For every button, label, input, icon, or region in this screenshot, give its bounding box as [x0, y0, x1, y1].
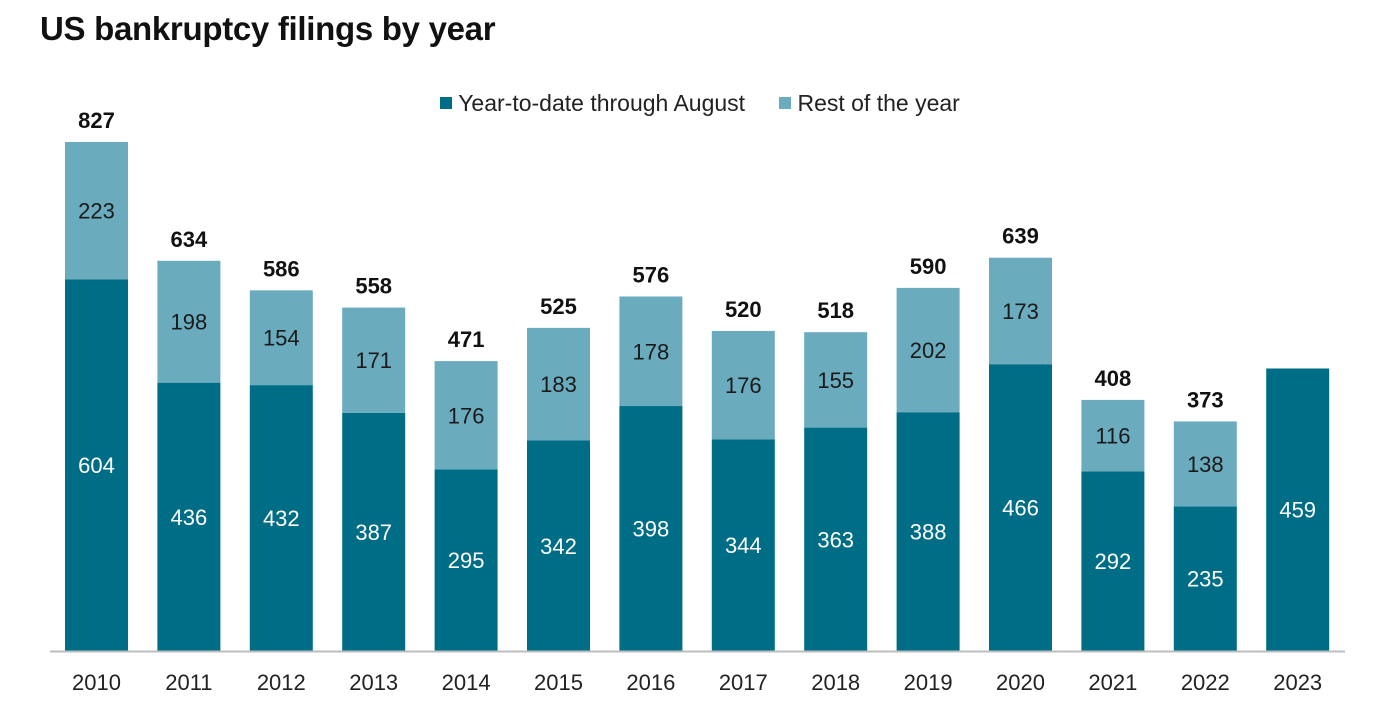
label-rest-2011: 198: [171, 310, 208, 335]
label-ytd-2012: 432: [263, 506, 300, 531]
total-label-2013: 558: [355, 274, 392, 299]
bar-ytd-2012: [249, 385, 313, 651]
bar-ytd-2013: [342, 412, 406, 651]
total-label-2010: 827: [78, 108, 115, 133]
bar-rest-2021: [1081, 399, 1145, 472]
legend-swatch-rest: [779, 97, 792, 109]
x-tick-label-2011: 2011: [165, 670, 212, 695]
label-ytd-2011: 436: [171, 505, 208, 530]
label-ytd-2018: 363: [817, 527, 854, 552]
bar-ytd-2014: [434, 469, 498, 651]
label-rest-2012: 154: [263, 326, 300, 351]
bar-rest-2014: [434, 361, 498, 470]
x-tick-label-2018: 2018: [811, 670, 860, 695]
total-label-2021: 408: [1095, 366, 1132, 391]
label-ytd-2023: 459: [1279, 498, 1316, 523]
chart-title: US bankruptcy filings by year: [40, 10, 496, 47]
total-label-2015: 525: [540, 294, 577, 319]
bar-ytd-2019: [896, 412, 960, 651]
x-tick-label-2023: 2023: [1273, 670, 1322, 695]
label-ytd-2016: 398: [633, 517, 670, 542]
bar-ytd-2018: [804, 427, 868, 651]
label-rest-2016: 178: [633, 339, 670, 364]
label-rest-2010: 223: [78, 199, 115, 224]
bar-rest-2018: [804, 332, 868, 428]
bar-rest-2019: [896, 287, 960, 413]
total-label-2016: 576: [633, 262, 670, 287]
label-rest-2017: 176: [725, 373, 762, 398]
label-rest-2022: 138: [1187, 452, 1224, 477]
label-rest-2019: 202: [910, 338, 947, 363]
total-label-2020: 639: [1002, 224, 1039, 249]
bar-rest-2011: [157, 260, 221, 383]
bar-ytd-2023: [1266, 368, 1330, 651]
legend-swatch-ytd: [440, 97, 453, 109]
legend-label-rest: Rest of the year: [797, 89, 960, 116]
total-label-2018: 518: [817, 298, 854, 323]
label-rest-2021: 116: [1095, 424, 1130, 449]
legend-item-rest: Rest of the year: [779, 89, 960, 117]
bar-ytd-2016: [619, 406, 683, 651]
x-tick-label-2013: 2013: [349, 670, 398, 695]
bar-ytd-2020: [989, 364, 1052, 651]
label-ytd-2021: 292: [1095, 549, 1132, 574]
x-tick-label-2020: 2020: [996, 670, 1045, 695]
label-ytd-2017: 344: [725, 533, 762, 558]
label-rest-2013: 171: [355, 348, 392, 373]
x-tick-label-2021: 2021: [1088, 670, 1137, 695]
bar-rest-2010: [65, 142, 128, 280]
label-ytd-2015: 342: [540, 534, 577, 559]
bar-rest-2016: [619, 296, 683, 407]
x-tick-label-2015: 2015: [534, 670, 583, 695]
legend: Year-to-date through August Rest of the …: [0, 88, 1400, 117]
total-label-2019: 590: [910, 254, 947, 279]
bar-rest-2015: [527, 327, 590, 441]
x-tick-label-2022: 2022: [1181, 670, 1230, 695]
label-rest-2015: 183: [540, 372, 577, 397]
label-rest-2014: 176: [448, 403, 485, 428]
label-ytd-2020: 466: [1002, 496, 1039, 521]
total-label-2012: 586: [263, 256, 300, 281]
bar-rest-2020: [989, 257, 1052, 365]
label-ytd-2014: 295: [448, 548, 485, 573]
x-tick-label-2019: 2019: [904, 670, 953, 695]
label-rest-2018: 155: [817, 368, 854, 393]
x-tick-label-2016: 2016: [626, 670, 675, 695]
total-label-2011: 634: [171, 227, 208, 252]
bar-rest-2022: [1173, 421, 1237, 507]
bar-ytd-2015: [527, 440, 590, 651]
legend-item-ytd: Year-to-date through August: [440, 90, 745, 117]
bar-rest-2017: [711, 330, 775, 440]
label-ytd-2019: 388: [910, 520, 947, 545]
label-ytd-2010: 604: [78, 453, 115, 478]
bar-ytd-2010: [65, 279, 128, 651]
label-ytd-2013: 387: [355, 520, 392, 545]
legend-label-ytd: Year-to-date through August: [458, 89, 746, 116]
total-label-2022: 373: [1187, 387, 1224, 412]
total-label-2014: 471: [448, 327, 485, 352]
label-ytd-2022: 235: [1187, 567, 1224, 592]
bar-ytd-2017: [711, 439, 775, 651]
x-tick-label-2017: 2017: [719, 670, 768, 695]
bar-rest-2013: [342, 307, 406, 413]
bar-ytd-2022: [1173, 506, 1237, 651]
x-tick-label-2012: 2012: [257, 670, 306, 695]
bar-ytd-2011: [157, 382, 221, 651]
bar-rest-2012: [249, 290, 313, 386]
total-label-2017: 520: [725, 297, 762, 322]
x-tick-label-2010: 2010: [72, 670, 121, 695]
x-tick-label-2014: 2014: [442, 670, 491, 695]
label-rest-2020: 173: [1002, 299, 1039, 324]
bar-ytd-2021: [1081, 471, 1145, 651]
